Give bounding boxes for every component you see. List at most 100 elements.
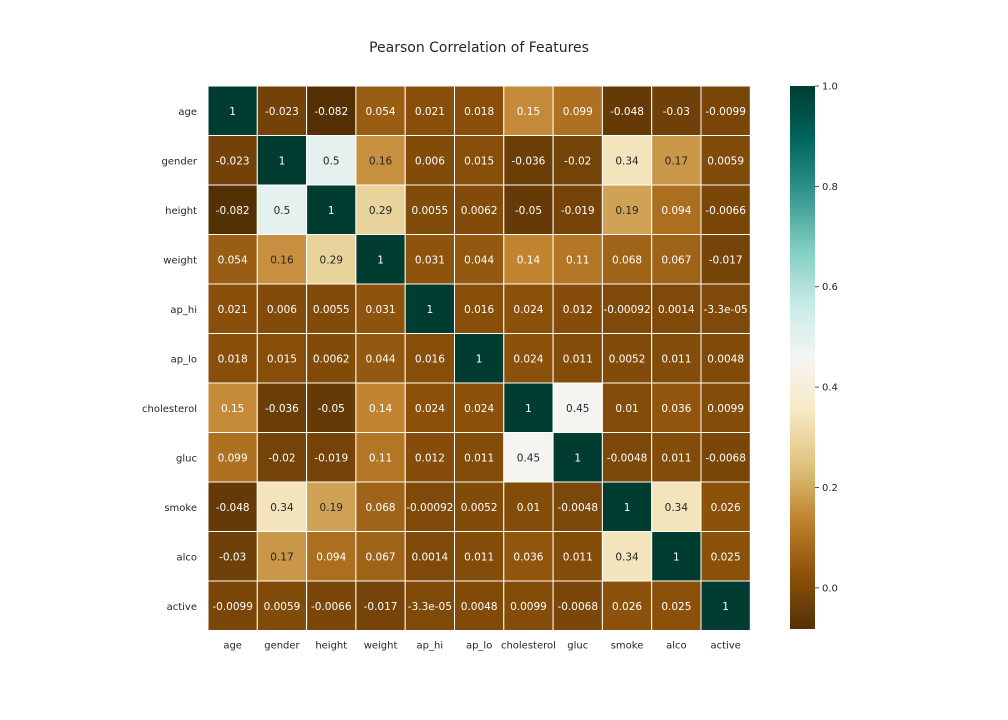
heatmap-cell	[503, 382, 554, 433]
cell-value-label: 0.17	[270, 551, 293, 563]
cell-value-label: -0.0066	[311, 601, 352, 613]
cell-value-label: -0.03	[219, 551, 246, 563]
heatmap-cell	[306, 283, 357, 334]
cell-value-label: 1	[377, 254, 384, 266]
heatmap-cell	[651, 432, 702, 483]
heatmap-cell	[306, 531, 357, 582]
heatmap-cell	[306, 234, 357, 285]
cell-value-label: 0.011	[661, 353, 691, 365]
heatmap-cell	[552, 531, 603, 582]
heatmap-cell	[552, 135, 603, 186]
row-tick-label: alco	[176, 552, 197, 563]
heatmap-cell	[454, 283, 505, 334]
cell-value-label: -0.082	[216, 205, 250, 217]
heatmap-cell	[256, 283, 308, 334]
cell-value-label: 0.068	[366, 502, 396, 514]
cell-value-label: 0.0048	[707, 353, 744, 365]
cell-value-label: 0.0059	[707, 155, 744, 167]
heatmap-cell	[207, 135, 258, 186]
cell-value-label: 0.0055	[313, 304, 350, 316]
heatmap-cell	[306, 382, 357, 433]
heatmap-cell	[651, 135, 702, 186]
cell-value-label: 0.0014	[658, 304, 695, 316]
heatmap-cell	[601, 580, 653, 631]
heatmap-cell	[207, 481, 258, 532]
cell-value-label: 0.006	[415, 155, 445, 167]
cell-value-label: 0.067	[366, 551, 396, 563]
cell-value-label: 0.026	[711, 502, 741, 514]
heatmap-cell	[601, 333, 653, 384]
heatmap-cell	[601, 135, 653, 186]
cell-value-label: 0.45	[517, 452, 540, 464]
heatmap-cell	[306, 135, 357, 186]
cell-value-label: -0.017	[364, 601, 398, 613]
cell-value-label: 0.054	[218, 254, 248, 266]
cell-value-label: 0.16	[369, 155, 393, 167]
heatmap-cell	[700, 85, 751, 136]
heatmap-cell	[552, 85, 603, 136]
cell-value-label: 0.011	[563, 353, 593, 365]
cell-value-label: 0.29	[320, 254, 343, 266]
heatmap-cell	[503, 184, 554, 235]
heatmap-cell	[503, 481, 554, 532]
cell-value-label: 0.011	[464, 551, 494, 563]
heatmap-cell	[651, 481, 702, 532]
cell-value-label: 0.031	[415, 254, 445, 266]
column-tick-label: height	[315, 641, 347, 652]
cell-value-label: 0.34	[270, 502, 294, 514]
cell-value-label: 0.0014	[411, 551, 448, 563]
heatmap-cell	[601, 283, 653, 334]
cell-value-label: 0.5	[274, 205, 291, 217]
row-tick-label: cholesterol	[142, 404, 197, 415]
heatmap-cell	[404, 432, 456, 483]
cell-value-label: -0.017	[709, 254, 743, 266]
row-labels: age gender height weight ap_hi ap_lo cholester…	[142, 107, 198, 613]
cell-value-label: 0.011	[464, 452, 494, 464]
heatmap-cell	[207, 531, 258, 582]
colorbar: 0.0 0.2 0.4 0.6 0.8 1.0	[790, 82, 838, 629]
heatmap-cell	[306, 580, 357, 631]
cell-value-label: 0.031	[366, 304, 396, 316]
cell-value-label: 0.025	[711, 551, 741, 563]
cell-value-label: 1	[722, 601, 729, 613]
cell-value-label: 0.036	[661, 403, 691, 415]
cell-value-label: 0.14	[369, 403, 393, 415]
column-tick-label: ap_lo	[466, 641, 492, 652]
column-tick-label: gluc	[567, 641, 588, 652]
heatmap-cell	[503, 432, 554, 483]
heatmap-cell	[355, 432, 406, 483]
cell-value-label: 0.17	[665, 155, 688, 167]
cell-value-label: -0.0068	[557, 601, 598, 613]
cell-value-label: 0.094	[661, 205, 691, 217]
cell-value-label: -0.03	[663, 106, 690, 118]
heatmap-cell	[207, 184, 258, 235]
cell-value-label: 0.024	[415, 403, 445, 415]
cell-value-label: 1	[328, 205, 335, 217]
row-tick-label: active	[167, 602, 197, 613]
column-tick-label: active	[710, 641, 740, 652]
cell-value-label: 0.0099	[510, 601, 547, 613]
cell-value-label: -0.048	[216, 502, 250, 514]
cell-value-label: 0.0052	[461, 502, 498, 514]
heatmap-cell	[355, 531, 406, 582]
cell-value-label: 0.016	[464, 304, 494, 316]
cell-value-label: -0.00092	[406, 502, 453, 514]
cell-value-label: 0.0062	[313, 353, 350, 365]
cell-value-label: -0.0048	[557, 502, 598, 514]
heatmap-cell	[700, 432, 751, 483]
heatmap-cell	[207, 382, 258, 433]
heatmap-cell	[651, 382, 702, 433]
colorbar-tick-label: 0.8	[822, 182, 838, 193]
row-tick-label: gender	[162, 156, 198, 167]
heatmap-cell	[306, 481, 357, 532]
cell-value-label: 0.021	[218, 304, 248, 316]
heatmap-cell	[207, 432, 258, 483]
heatmap-cell	[601, 382, 653, 433]
cell-value-label: 0.15	[517, 106, 540, 118]
heatmap-cell	[552, 580, 603, 631]
heatmap-cell	[355, 234, 406, 285]
column-tick-label: age	[223, 641, 242, 652]
heatmap-cell	[355, 283, 406, 334]
cell-value-label: 0.34	[615, 551, 639, 563]
